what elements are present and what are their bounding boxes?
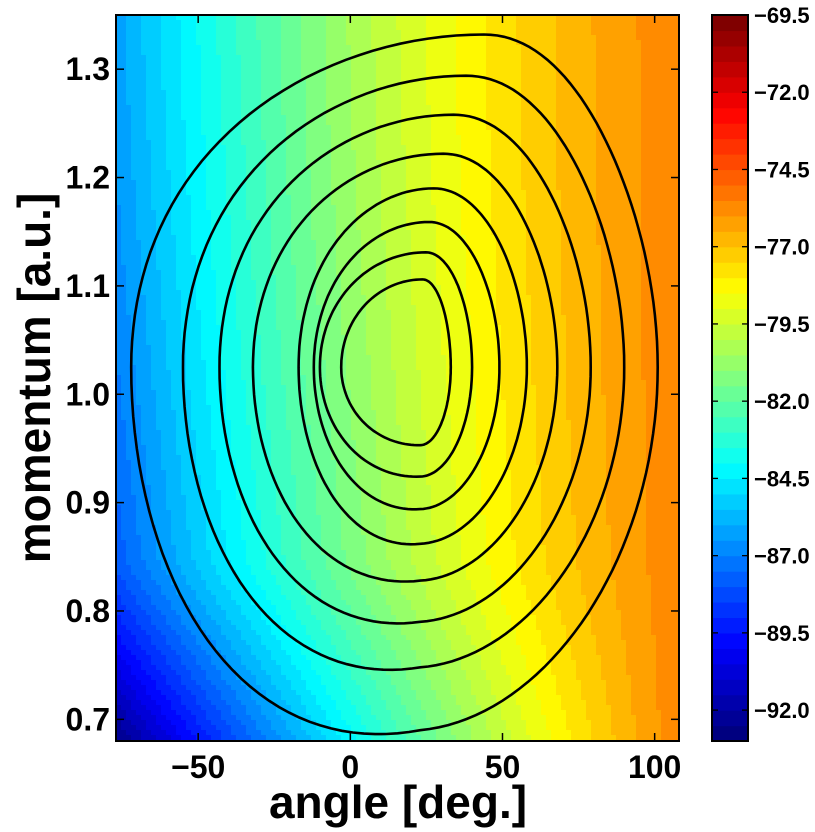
- colorbar-band: [712, 632, 748, 649]
- colorbar-band: [712, 308, 748, 325]
- colorbar-band: [712, 725, 748, 742]
- colorbar-band: [712, 76, 748, 93]
- colorbar-band: [712, 215, 748, 232]
- colorbar-band: [712, 277, 748, 294]
- contour-line: [297, 187, 529, 546]
- colorbar-band: [712, 555, 748, 572]
- colorbar-band: [712, 478, 748, 495]
- y-tick-label: 0.8: [66, 593, 110, 629]
- colorbar-tick-label: −87.0: [754, 544, 810, 569]
- colorbar-band: [712, 571, 748, 588]
- y-tick-label: 0.9: [66, 485, 110, 521]
- colorbar-band: [712, 262, 748, 279]
- colorbar-band: [712, 184, 748, 201]
- colorbar-band: [712, 710, 748, 727]
- colorbar-tick-label: −79.5: [754, 312, 810, 337]
- colorbar-band: [712, 416, 748, 433]
- y-tick-label: 1.1: [66, 268, 110, 304]
- y-tick-label: 1.0: [66, 376, 110, 412]
- colorbar-tick-label: −92.0: [754, 698, 810, 723]
- colorbar-band: [712, 370, 748, 387]
- x-tick-label: 100: [628, 749, 681, 785]
- y-tick-label: 0.7: [66, 701, 110, 737]
- colorbar-band: [712, 447, 748, 464]
- colorbar-band: [712, 648, 748, 665]
- colorbar-tick-label: −89.5: [754, 621, 810, 646]
- colorbar-ticks: −69.5 −72.0 −74.5 −77.0 −79.5 −82.0 −84.5 −87.0…: [712, 3, 810, 723]
- plot-frame: [115, 14, 680, 742]
- colorbar-band: [712, 200, 748, 217]
- y-axis-label: momentum [a.u.]: [8, 193, 60, 564]
- colorbar-tick-label: −69.5: [754, 3, 810, 28]
- colorbar-band: [712, 601, 748, 619]
- y-axis: 0.7 0.8 0.9 1.0 1.1 1.2 1.3: [66, 51, 679, 737]
- colorbar-band: [712, 15, 748, 32]
- contour-line: [129, 33, 660, 736]
- x-tick-label: 0: [341, 749, 359, 785]
- contour-line: [181, 74, 626, 672]
- colorbar-band: [712, 30, 748, 47]
- colorbar-band: [712, 154, 748, 171]
- contour-line: [318, 250, 474, 479]
- colorbar-frame: [711, 14, 749, 742]
- x-tick-label: −50: [171, 749, 225, 785]
- colorbar-band: [712, 401, 748, 418]
- x-axis: −50 0 50 100: [171, 15, 681, 785]
- colorbar-band: [712, 138, 748, 155]
- colorbar-band: [712, 246, 748, 263]
- colorbar-tick-label: −82.0: [754, 389, 810, 414]
- colorbar-band: [712, 231, 748, 248]
- colorbar-band: [712, 45, 748, 62]
- colorbar-band: [712, 617, 748, 634]
- colorbar-band: [712, 509, 748, 526]
- colorbar-band: [712, 92, 748, 109]
- colorbar-band: [712, 385, 748, 402]
- colorbar-band: [712, 293, 748, 310]
- colorbar-band: [712, 679, 748, 696]
- colorbar: [712, 15, 748, 742]
- colorbar-band: [712, 339, 748, 356]
- colorbar-band: [712, 169, 748, 186]
- contour-line: [312, 220, 501, 511]
- colorbar-band: [712, 462, 748, 480]
- colorbar-tick-label: −77.0: [754, 235, 810, 260]
- color-field: [116, 15, 679, 741]
- y-tick-label: 1.2: [66, 160, 110, 196]
- colorbar-band: [712, 586, 748, 603]
- colorbar-band: [712, 354, 748, 371]
- colorbar-band: [712, 524, 748, 541]
- colorbar-band: [712, 323, 748, 340]
- colorbar-band: [712, 432, 748, 449]
- colorbar-tick-label: −72.0: [754, 80, 810, 105]
- colorbar-band: [712, 493, 748, 510]
- colorbar-band: [712, 540, 748, 557]
- colorbar-band: [712, 61, 748, 78]
- contour-line: [251, 152, 559, 583]
- x-tick-label: 50: [485, 749, 521, 785]
- contour-lines: [129, 33, 660, 736]
- colorbar-band: [712, 663, 748, 680]
- colorbar-band: [712, 107, 748, 124]
- contour-line: [339, 278, 453, 447]
- contour-line: [218, 113, 593, 625]
- colorbar-tick-label: −74.5: [754, 157, 810, 182]
- colorbar-band: [712, 123, 748, 140]
- y-tick-label: 1.3: [66, 51, 110, 87]
- colorbar-band: [712, 694, 748, 711]
- colorbar-tick-label: −84.5: [754, 466, 810, 491]
- x-axis-label: angle [deg.]: [269, 776, 527, 828]
